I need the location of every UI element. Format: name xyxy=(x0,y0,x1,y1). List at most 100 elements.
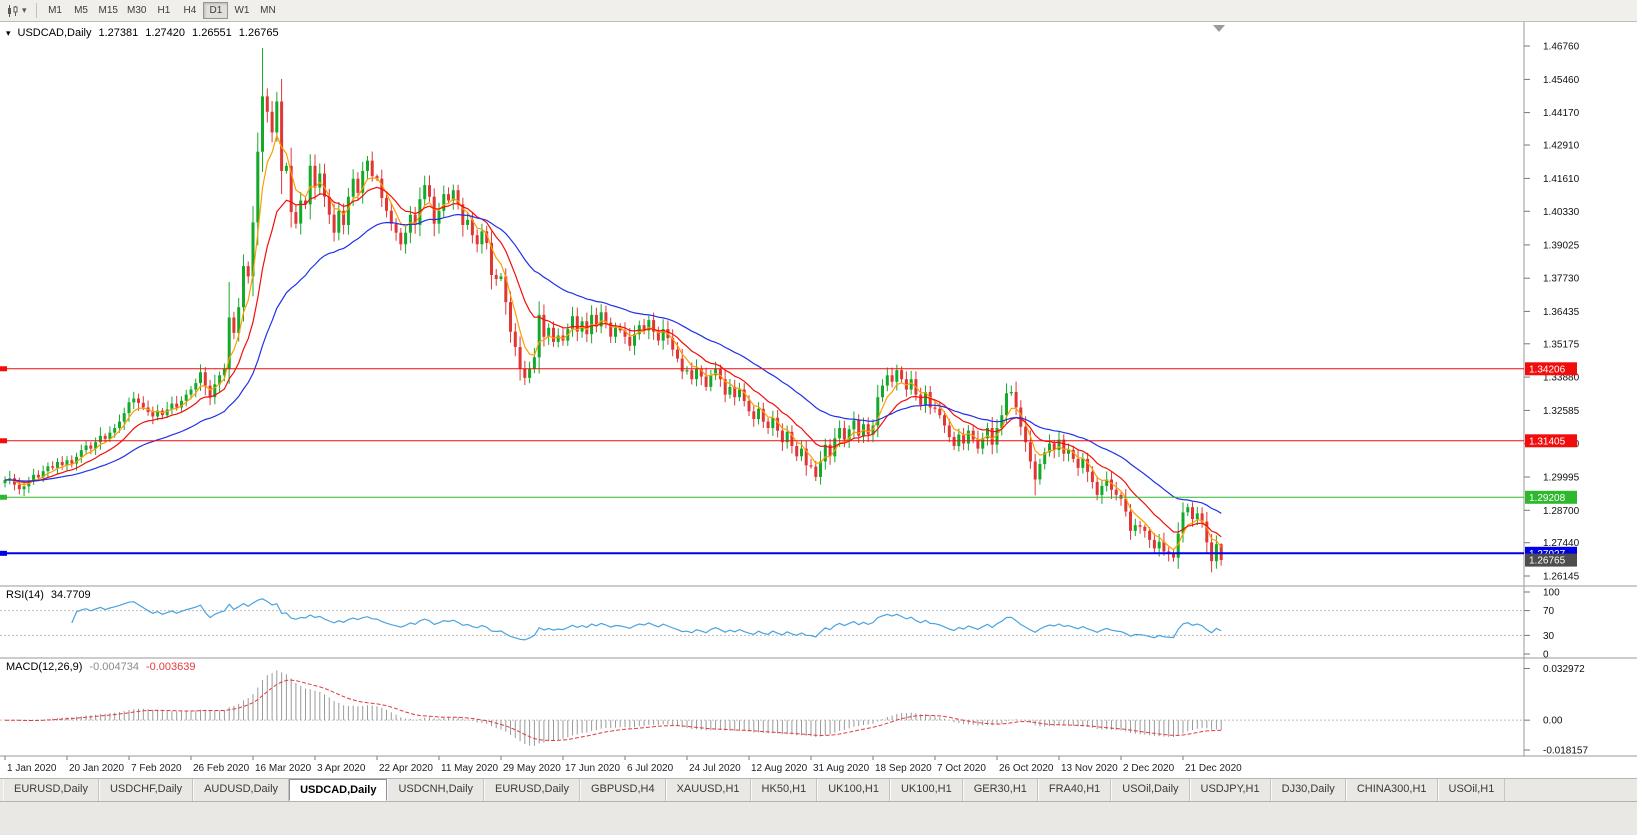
rsi-level-label: 70 xyxy=(1543,606,1555,617)
tab-fra40-h1[interactable]: FRA40,H1 xyxy=(1037,779,1112,801)
chart-shift-marker-icon[interactable] xyxy=(1213,25,1225,32)
timeframe-d1-button[interactable]: D1 xyxy=(203,2,229,19)
tab-audusd-daily[interactable]: AUDUSD,Daily xyxy=(193,779,290,801)
moving-average-lines xyxy=(4,133,1222,551)
timeframe-h1-button[interactable]: H1 xyxy=(157,5,171,16)
tab-china300-h1[interactable]: CHINA300,H1 xyxy=(1345,779,1438,801)
level-handle[interactable] xyxy=(0,550,7,556)
chart-canvas[interactable]: 1.46760 1.45460 1.44170 1.42910 1.41610 1.403… xyxy=(0,22,1637,778)
rsi-level-label: 0 xyxy=(1543,650,1549,661)
price-tick-label: 1.35175 xyxy=(1543,339,1580,350)
macd-axis-label: -0.018157 xyxy=(1543,746,1588,757)
status-bar xyxy=(0,801,1637,835)
ma-line-34 xyxy=(4,213,1222,514)
date-label: 20 Jan 2020 xyxy=(69,763,124,774)
rsi-panel: 100 70 30 0 xyxy=(0,588,1560,661)
tab-usoil-daily[interactable]: USOil,Daily xyxy=(1111,779,1190,801)
date-label: 26 Feb 2020 xyxy=(193,763,250,774)
price-tick-label: 1.37730 xyxy=(1543,274,1580,285)
date-label: 13 Nov 2020 xyxy=(1061,763,1118,774)
horizontal-level-lines[interactable] xyxy=(0,366,1524,556)
timeframe-m1-button[interactable]: M1 xyxy=(48,5,62,16)
date-label: 7 Feb 2020 xyxy=(131,763,182,774)
chart-area: 1.46760 1.45460 1.44170 1.42910 1.41610 1.403… xyxy=(0,22,1637,778)
level-price-text: 1.31405 xyxy=(1529,436,1566,447)
tab-eurusd-daily[interactable]: EURUSD,Daily xyxy=(484,779,580,801)
tab-hk50-h1[interactable]: HK50,H1 xyxy=(750,779,818,801)
date-label: 11 May 2020 xyxy=(441,763,499,774)
tab-dj30-daily[interactable]: DJ30,Daily xyxy=(1270,779,1346,801)
price-tick-label: 1.27440 xyxy=(1543,538,1580,549)
price-tick-label: 1.28700 xyxy=(1543,506,1580,517)
level-handle[interactable] xyxy=(0,494,7,500)
date-label: 2 Dec 2020 xyxy=(1123,763,1175,774)
date-label: 16 Mar 2020 xyxy=(255,763,312,774)
timeframe-w1-button[interactable]: W1 xyxy=(234,5,250,16)
timeframe-m5-button[interactable]: M5 xyxy=(74,5,88,16)
date-label: 24 Jul 2020 xyxy=(689,763,741,774)
rsi-level-label: 100 xyxy=(1543,588,1560,599)
ma-line-5 xyxy=(4,133,1222,551)
level-price-box xyxy=(1525,434,1577,448)
price-tick-label: 1.40330 xyxy=(1543,207,1580,218)
tab-usdcnh-daily[interactable]: USDCNH,Daily xyxy=(387,779,485,801)
tab-usdchf-daily[interactable]: USDCHF,Daily xyxy=(98,779,194,801)
candlestick-chart-icon[interactable] xyxy=(6,4,21,18)
price-tick-label: 1.41610 xyxy=(1543,174,1580,185)
price-tick-label: 1.39025 xyxy=(1543,240,1580,251)
dropdown-caret-icon[interactable]: ▾ xyxy=(22,5,27,15)
price-tick-label: 1.44170 xyxy=(1543,108,1580,119)
date-label: 1 Jan 2020 xyxy=(7,763,57,774)
timeframe-buttons: M1 M5 M15 M30 H1 H4 D1 W1 MN xyxy=(43,2,281,19)
date-label: 6 Jul 2020 xyxy=(627,763,674,774)
level-price-text: 1.29208 xyxy=(1529,493,1566,504)
price-tick-label: 1.26145 xyxy=(1543,572,1580,583)
tab-usoil-h1[interactable]: USOil,H1 xyxy=(1437,779,1506,801)
price-tick-label: 1.45460 xyxy=(1543,75,1580,86)
tab-uk100-h1[interactable]: UK100,H1 xyxy=(817,779,890,801)
date-label: 17 Jun 2020 xyxy=(565,763,620,774)
macd-signal-line xyxy=(5,679,1222,742)
price-tick-label: 1.32585 xyxy=(1543,406,1580,417)
tab-eurusd-daily[interactable]: EURUSD,Daily xyxy=(3,779,99,801)
macd-axis-label: 0.032972 xyxy=(1543,664,1585,675)
level-handle[interactable] xyxy=(0,366,7,372)
current-price-text: 1.26765 xyxy=(1529,556,1566,567)
date-label: 18 Sep 2020 xyxy=(875,763,932,774)
price-tick-label: 1.46760 xyxy=(1543,42,1580,53)
date-label: 3 Apr 2020 xyxy=(317,763,366,774)
level-price-box xyxy=(1525,362,1577,376)
current-price-box xyxy=(1525,553,1577,567)
rsi-line xyxy=(71,598,1222,641)
price-tick-label: 1.36435 xyxy=(1543,307,1580,318)
collapse-caret-icon[interactable]: ▾ xyxy=(6,27,11,38)
tab-usdjpy-h1[interactable]: USDJPY,H1 xyxy=(1189,779,1271,801)
toolbar-separator xyxy=(35,3,37,18)
tab-uk100-h1[interactable]: UK100,H1 xyxy=(889,779,963,801)
level-price-box xyxy=(1525,490,1577,504)
tab-usdcad-daily[interactable]: USDCAD,Daily xyxy=(289,779,388,801)
grid-layer xyxy=(0,22,1637,757)
timeframe-mn-button[interactable]: MN xyxy=(260,5,276,16)
tab-ger30-h1[interactable]: GER30,H1 xyxy=(962,779,1038,801)
timeframe-m30-button[interactable]: M30 xyxy=(126,5,147,16)
tab-xauusd-h1[interactable]: XAUUSD,H1 xyxy=(665,779,751,801)
date-label: 26 Oct 2020 xyxy=(999,763,1054,774)
level-handle[interactable] xyxy=(0,438,7,444)
timeframe-h4-button[interactable]: H4 xyxy=(183,5,197,16)
timeframe-toolbar: ▾ M1 M5 M15 M30 H1 H4 D1 W1 MN xyxy=(0,0,1637,22)
price-axis: 1.46760 1.45460 1.44170 1.42910 1.41610 1.403… xyxy=(1524,42,1580,583)
date-label: 29 May 2020 xyxy=(503,763,561,774)
date-label: 7 Oct 2020 xyxy=(937,763,986,774)
tab-gbpusd-h4[interactable]: GBPUSD,H4 xyxy=(580,779,666,801)
macd-axis-label: 0.00 xyxy=(1543,716,1563,727)
rsi-level-label: 30 xyxy=(1543,631,1555,642)
date-label: 12 Aug 2020 xyxy=(751,763,808,774)
date-label: 22 Apr 2020 xyxy=(379,763,433,774)
date-axis: 1 Jan 2020 20 Jan 2020 7 Feb 2020 26 Feb 20… xyxy=(4,756,1242,774)
macd-panel: 0.032972 0.00 -0.018157 xyxy=(0,664,1588,757)
timeframe-m15-button[interactable]: M15 xyxy=(98,5,118,16)
price-tick-label: 1.29995 xyxy=(1543,473,1580,484)
price-tick-label: 1.33880 xyxy=(1543,373,1580,384)
